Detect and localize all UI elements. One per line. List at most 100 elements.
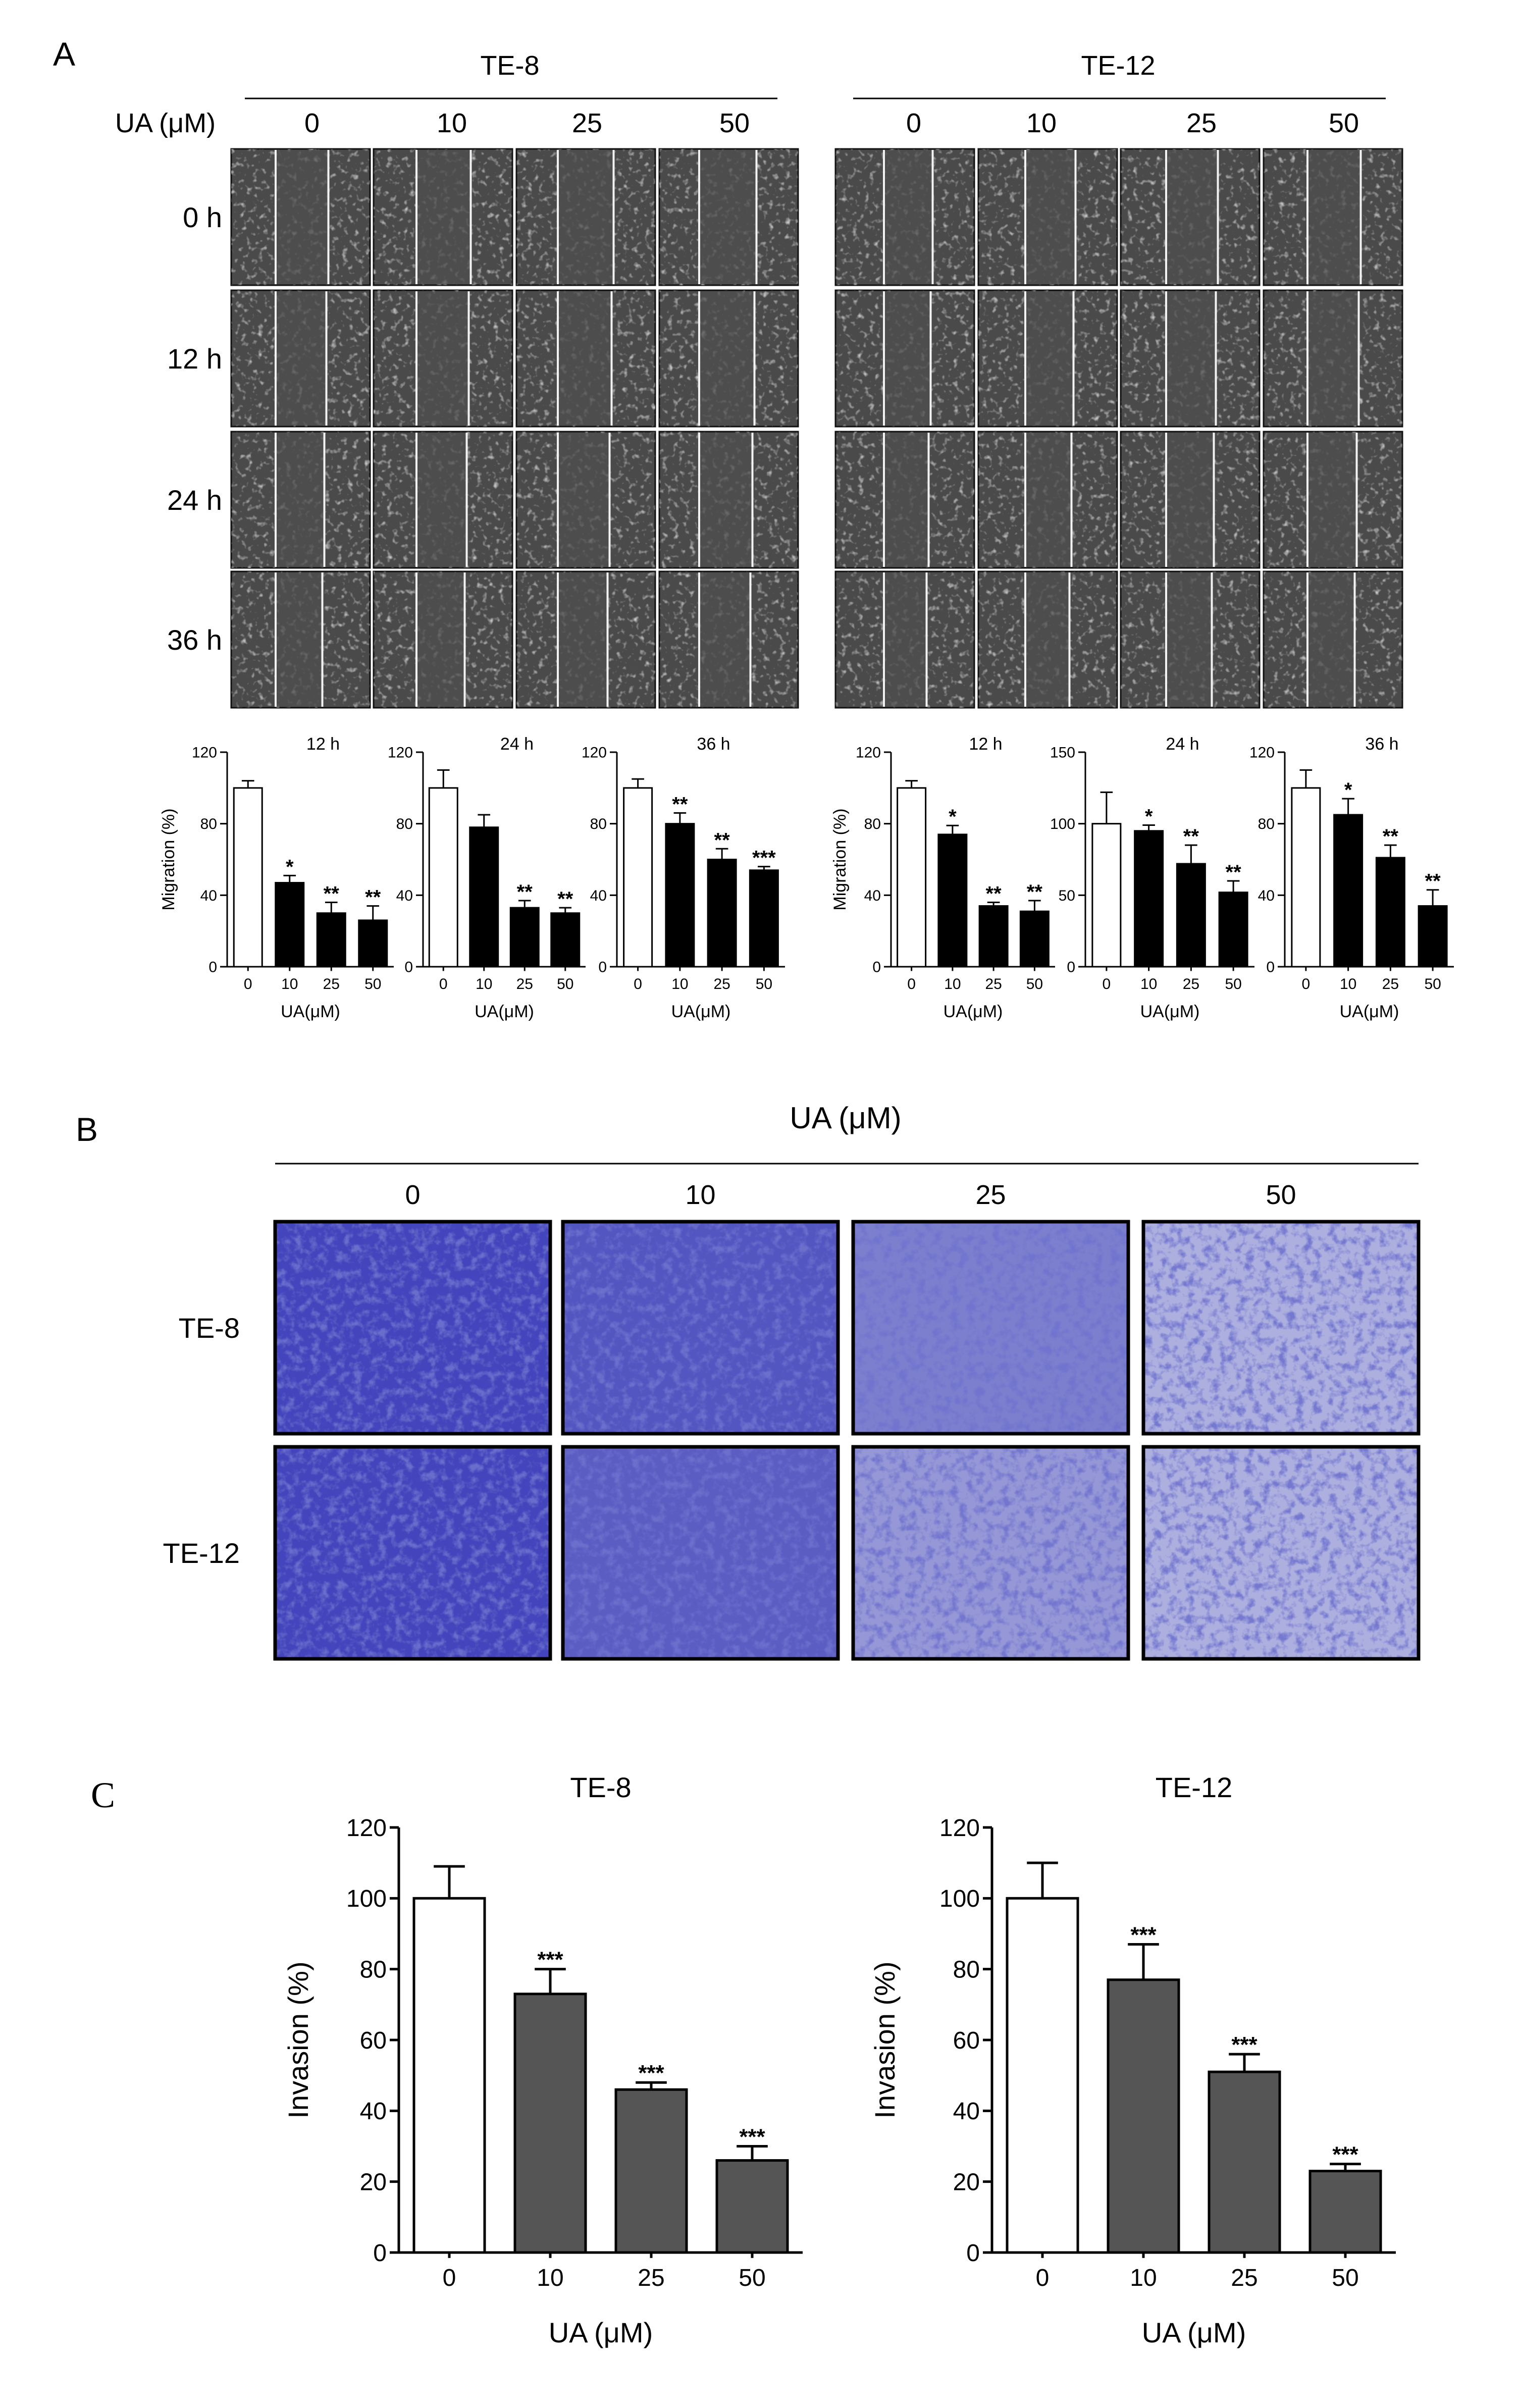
time-label-36h: 36 h (167, 624, 222, 656)
y-tick-label: 40 (200, 887, 217, 904)
bar-0 (1006, 1897, 1079, 2254)
wound-gap (417, 572, 464, 707)
x-tick-label: 10 (537, 2265, 563, 2291)
chart-A-te-8-36h: 36 h 0 40 80 120 0 ** 10 ** 25 *** 50 UA(μM) (582, 735, 785, 1021)
y-tick-label: 120 (346, 1815, 387, 1842)
migration-charts: 12 h040801200*10**25**50UA(μM)Migration … (159, 735, 1454, 1021)
y-tick-label: 150 (1050, 745, 1075, 761)
bar-25 (509, 907, 540, 968)
transwell-te-8-10 (561, 1220, 840, 1436)
wound-gap (700, 150, 756, 284)
micrograph-te-12-0-24h (834, 431, 975, 569)
cell-line-header-te8: TE-8 (480, 50, 539, 81)
significance-25: *** (638, 2061, 664, 2085)
significance-10: * (286, 856, 294, 878)
bar-50 (1418, 905, 1448, 968)
chart-C-te-8-TE-8: TE-8 0 20 40 60 80 100 120 0 *** 10 *** 25 *** 50 UA (μ… (282, 1771, 803, 2348)
wound-gap (1026, 572, 1069, 707)
bar-50 (358, 919, 388, 968)
micrograph-te-12-0-0h (834, 148, 975, 286)
transwell-frame (561, 1220, 840, 1436)
bar-0 (897, 787, 927, 968)
time-label-0h: 0 h (183, 201, 222, 233)
micrograph-te-8-50-0h (658, 148, 799, 286)
bar-0 (233, 787, 263, 968)
transwell-cells (563, 1447, 838, 1659)
wound-gap (1308, 572, 1354, 707)
wound-gap (1167, 150, 1217, 284)
x-tick-label: 0 (1036, 2265, 1050, 2291)
bar-25 (1375, 857, 1405, 968)
y-tick-label: 0 (1067, 959, 1075, 976)
y-tick-label: 80 (590, 816, 607, 832)
significance-50: *** (1332, 2142, 1358, 2167)
x-tick-label: 0 (244, 976, 252, 992)
chart-A-te-12-24h: 24 h 0 50 100 150 0 * 10 ** 25 ** 50 UA(μM) (1050, 735, 1254, 1021)
micrograph-te-12-50-0h (1263, 148, 1403, 286)
y-tick-label: 80 (953, 1956, 980, 1983)
significance-50: ** (1027, 881, 1043, 903)
invasion-concentration-header-50: 50 (1266, 1180, 1296, 1210)
time-label-24h: 24 h (167, 484, 222, 516)
wound-gap (885, 291, 930, 426)
x-tick-label: 25 (985, 976, 1002, 992)
bar-10 (937, 833, 968, 968)
x-tick-label: 10 (281, 976, 298, 992)
chart-title: 12 h (306, 735, 340, 754)
micrograph-te-8-50-24h (658, 431, 799, 569)
panel-label-b: B (76, 1111, 98, 1148)
chart-A-te-12-36h: 36 h 0 40 80 120 0 * 10 ** 25 ** 50 UA(μM) (1249, 735, 1454, 1021)
micrograph-te-12-50-36h (1263, 570, 1403, 709)
transwell-cells (853, 1222, 1128, 1434)
transwell-te-12-0 (273, 1445, 552, 1661)
x-tick-label: 50 (364, 976, 381, 992)
transwell-frame (851, 1220, 1130, 1436)
significance-50: ** (1425, 870, 1441, 893)
micrograph-te-8-50-12h (658, 289, 799, 428)
y-tick-label: 40 (864, 887, 881, 904)
y-tick-label: 120 (939, 1815, 980, 1842)
y-tick-label: 100 (346, 1886, 387, 1912)
significance-50: *** (752, 847, 776, 869)
x-tick-label: 25 (713, 976, 730, 992)
x-tick-label: 0 (634, 976, 642, 992)
y-tick-label: 0 (872, 959, 881, 976)
y-tick-label: 0 (404, 959, 413, 976)
y-tick-label: 100 (1050, 816, 1075, 832)
wound-gap (1308, 433, 1356, 567)
wound-gap (885, 433, 928, 567)
concentration-header-te-8-25: 25 (572, 108, 602, 138)
bar-50 (1019, 910, 1050, 968)
micrograph-te-8-25-24h (515, 431, 656, 569)
transwell-images (273, 1220, 1421, 1661)
wound-gap (277, 572, 322, 707)
micrograph-te-12-10-36h (977, 570, 1118, 709)
micrograph-te-12-0-12h (834, 289, 975, 428)
transwell-frame (1141, 1445, 1421, 1661)
wound-gap (1026, 433, 1071, 567)
micrograph-te-8-0-12h (230, 289, 371, 428)
bar-10 (1333, 814, 1364, 968)
significance-10: * (1344, 779, 1352, 801)
transwell-frame (273, 1445, 552, 1661)
transwell-te-8-0 (273, 1220, 552, 1436)
x-tick-label: 50 (1424, 976, 1441, 992)
y-axis-label: Invasion (%) (869, 1961, 901, 2118)
bar-0 (428, 787, 458, 968)
transwell-frame (851, 1445, 1130, 1661)
wound-gap (1308, 150, 1360, 284)
bar-25 (316, 912, 346, 968)
micrograph-te-8-50-36h (658, 570, 799, 709)
wound-gap (1026, 291, 1073, 426)
y-tick-label: 0 (208, 959, 217, 976)
chart-title: 36 h (1365, 735, 1398, 754)
transwell-te-12-10 (561, 1445, 840, 1661)
significance-10: *** (537, 1948, 563, 1972)
micrograph-te-8-10-24h (373, 431, 513, 569)
x-tick-label: 50 (739, 2265, 765, 2291)
micrograph-te-12-10-0h (977, 148, 1118, 286)
bar-50 (550, 912, 581, 968)
wound-gap (700, 572, 750, 707)
bar-10 (275, 882, 305, 968)
